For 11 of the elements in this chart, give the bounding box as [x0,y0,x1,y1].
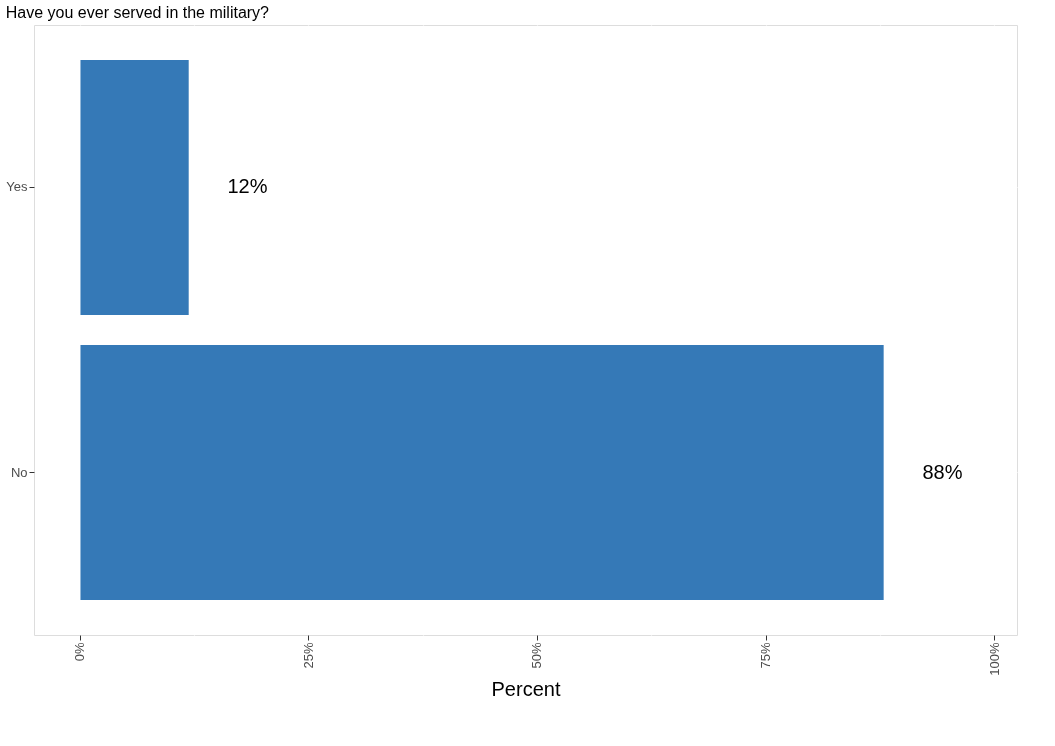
x-tick-label: 75% [758,642,774,669]
x-tick-label: 50% [529,642,545,669]
x-tick-label: 100% [986,642,1002,676]
data-label: 88% [922,460,963,483]
data-label: 12% [227,175,268,198]
x-tick-label: 25% [300,642,316,669]
y-tick-label: Yes [6,179,28,195]
y-tick-label: No [10,464,28,480]
chart-title: Have you ever served in the military? [5,4,270,21]
x-axis-title: Percent [491,677,561,700]
x-tick-label: 0% [72,642,88,662]
